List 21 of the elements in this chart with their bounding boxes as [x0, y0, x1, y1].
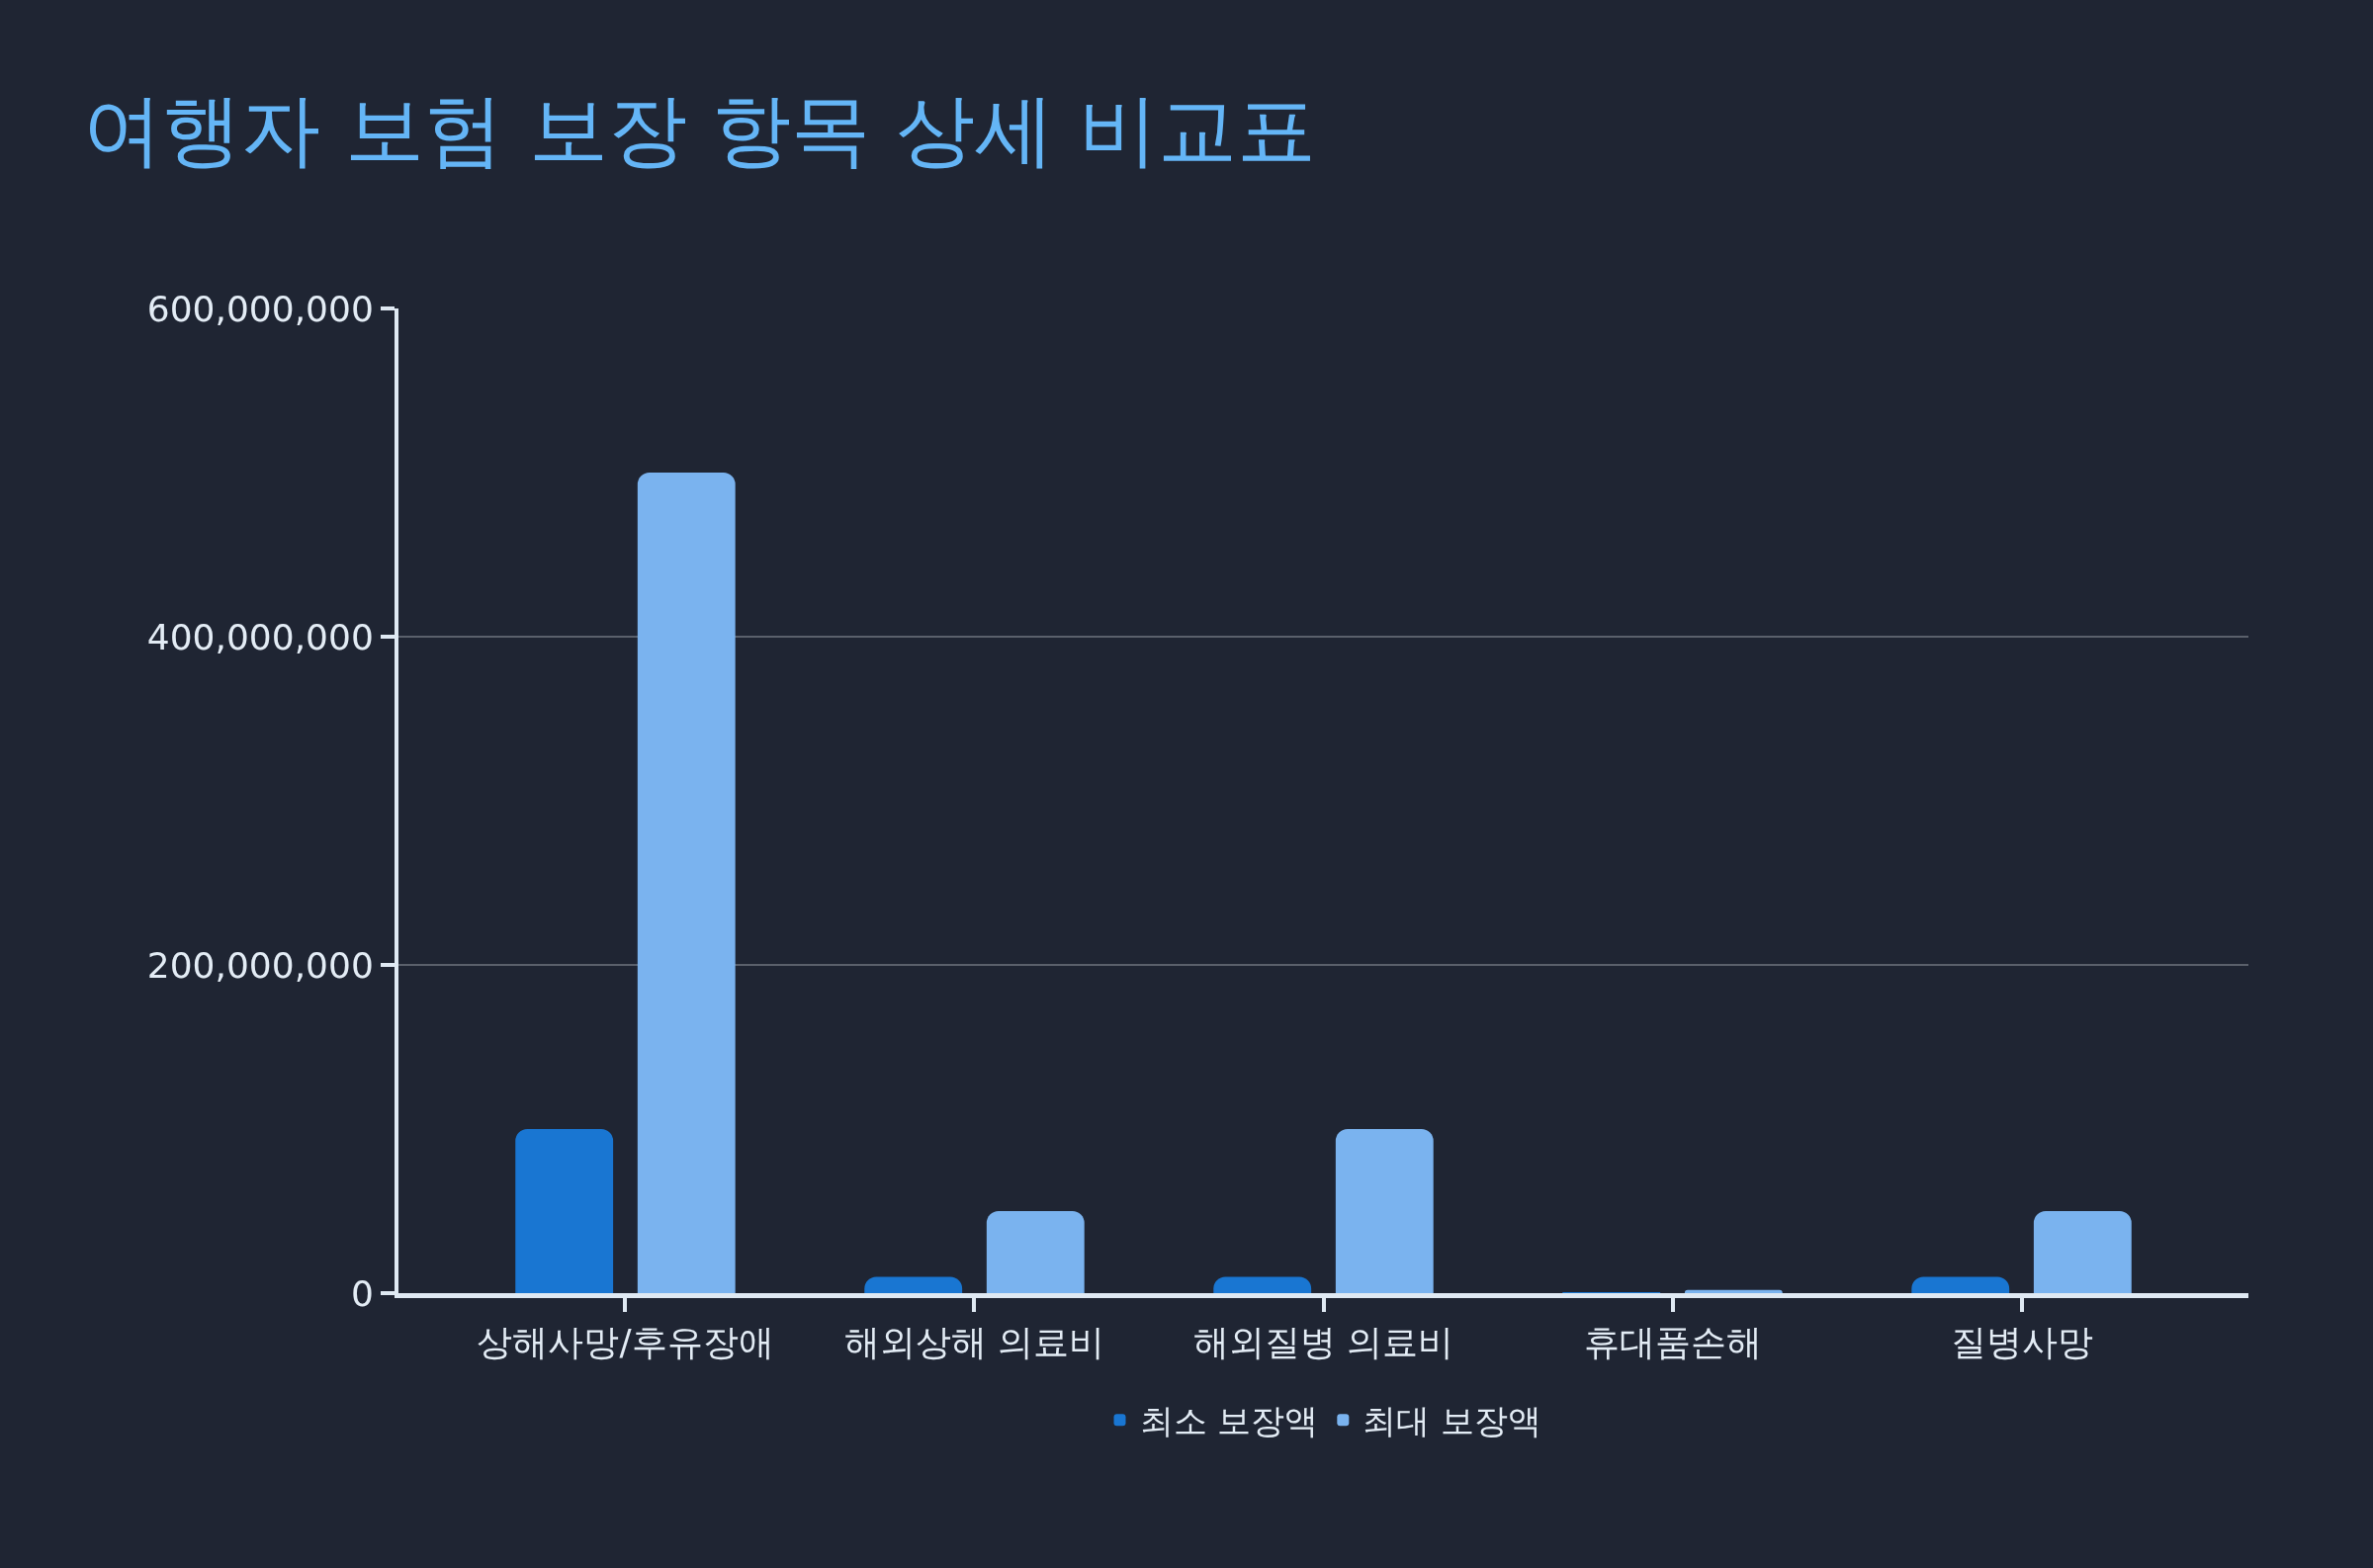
bar [864, 1276, 963, 1293]
y-tick-label: 200,000,000 [146, 944, 374, 986]
bar [637, 473, 736, 1293]
y-tick-label: 600,000,000 [146, 288, 374, 329]
bar [515, 1129, 614, 1293]
bar [1335, 1129, 1434, 1293]
chart-title: 여행자 보험 보장 항목 상세 비교표 [83, 84, 1317, 177]
y-tick-label: 400,000,000 [146, 616, 374, 657]
x-tick-label: 상해사망/후유장애 [477, 1322, 774, 1363]
x-tick-label: 해외질병 의료비 [1192, 1322, 1454, 1363]
legend-label: 최소 보장액 [1139, 1401, 1319, 1441]
legend-label: 최대 보장액 [1362, 1401, 1542, 1441]
bar [1684, 1289, 1783, 1293]
bar [2033, 1211, 2132, 1293]
x-tick-label: 해외상해 의료비 [843, 1322, 1105, 1363]
bar [1213, 1276, 1312, 1293]
bar [986, 1211, 1085, 1293]
bar [1911, 1276, 2010, 1293]
y-tick-label: 0 [350, 1272, 374, 1314]
x-tick-label: 질병사망 [1950, 1322, 2093, 1363]
x-tick-label: 휴대품손해 [1583, 1322, 1762, 1363]
